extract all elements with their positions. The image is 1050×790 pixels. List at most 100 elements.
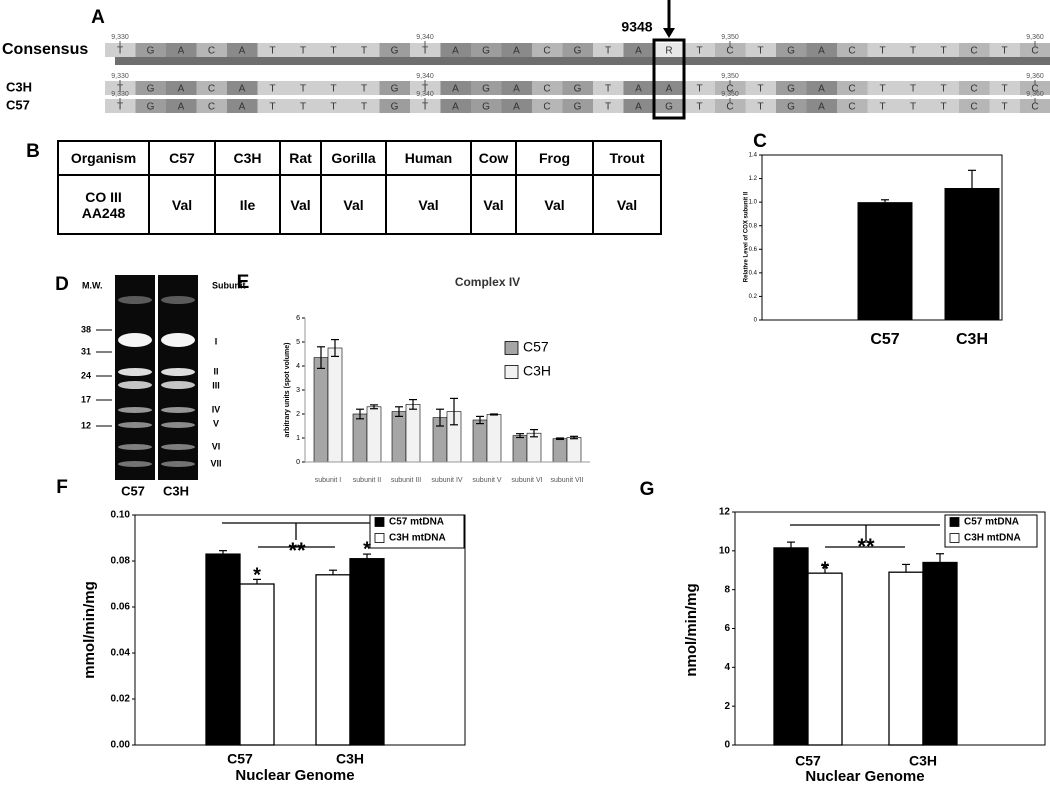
y-tick-label: 3 bbox=[296, 387, 300, 394]
y-tick-label: 1.0 bbox=[749, 200, 758, 206]
y-tick-label: 4 bbox=[296, 363, 300, 370]
y-tick-label: 6 bbox=[296, 315, 300, 322]
base-tile bbox=[684, 81, 715, 95]
base: T bbox=[879, 102, 885, 113]
gel-mw-title: M.W. bbox=[82, 280, 103, 290]
table-cell: C57 bbox=[148, 139, 216, 177]
base-tile bbox=[623, 43, 654, 57]
base: T bbox=[605, 46, 611, 57]
base-tile bbox=[837, 43, 868, 57]
annotation: * bbox=[821, 558, 829, 580]
y-tick-label: 0.04 bbox=[111, 648, 131, 659]
bar bbox=[566, 437, 582, 463]
y-tick-label: 10 bbox=[719, 545, 731, 556]
base: T bbox=[330, 102, 336, 113]
base: T bbox=[117, 46, 123, 57]
base: G bbox=[574, 84, 582, 95]
base: G bbox=[482, 102, 490, 113]
base-tile bbox=[562, 99, 593, 113]
x-tick-label: C3H bbox=[336, 751, 364, 767]
base-tile bbox=[776, 99, 807, 113]
panel-label: E bbox=[237, 272, 250, 293]
base: T bbox=[1001, 102, 1007, 113]
highlight-box bbox=[652, 38, 686, 120]
bar bbox=[327, 347, 343, 463]
base-tile bbox=[1020, 43, 1050, 57]
y-tick-label: 4 bbox=[724, 662, 730, 673]
y-tick-label: 0 bbox=[296, 459, 300, 466]
marker-label: 9348 bbox=[621, 19, 652, 35]
base: G bbox=[147, 102, 155, 113]
base: A bbox=[178, 102, 185, 113]
base-tile bbox=[379, 81, 410, 95]
table-cell: C3H bbox=[214, 139, 281, 177]
base-tile bbox=[501, 81, 532, 95]
y-tick-label: 5 bbox=[296, 339, 300, 346]
base-tile bbox=[105, 81, 136, 95]
base: C bbox=[848, 84, 855, 95]
base: T bbox=[605, 102, 611, 113]
bar bbox=[315, 574, 351, 746]
base: A bbox=[513, 102, 520, 113]
table-cell: Val bbox=[279, 174, 322, 235]
y-tick-label: 1.2 bbox=[749, 176, 758, 182]
base: T bbox=[879, 84, 885, 95]
base-tile bbox=[196, 81, 227, 95]
base-tile bbox=[227, 99, 258, 113]
base-tile bbox=[318, 81, 349, 95]
mw-label: 31 bbox=[81, 346, 91, 356]
position-label: 9,330 bbox=[111, 73, 129, 80]
base-tile bbox=[715, 43, 746, 57]
y-axis-label: arbitrary units (spot volume) bbox=[284, 343, 291, 438]
base-tile bbox=[257, 99, 288, 113]
base: C bbox=[726, 102, 733, 113]
gel-band bbox=[118, 368, 152, 376]
legend-label: C3H bbox=[523, 363, 551, 379]
base: T bbox=[696, 84, 702, 95]
table-cell: CO III AA248 bbox=[57, 174, 150, 235]
position-label: 9,340 bbox=[416, 34, 434, 41]
bar bbox=[944, 188, 1000, 320]
base-tile bbox=[471, 43, 502, 57]
base-tile bbox=[349, 81, 380, 95]
base: R bbox=[665, 46, 672, 57]
y-axis-label: Relative Level of COX subunit II bbox=[744, 191, 750, 282]
consensus-bar bbox=[115, 56, 1050, 65]
base-tile bbox=[349, 99, 380, 113]
base-tile bbox=[227, 43, 258, 57]
subunit-label: III bbox=[212, 380, 220, 390]
panel-label: C bbox=[753, 131, 767, 152]
position-label: 9,360 bbox=[1026, 34, 1044, 41]
base: C bbox=[208, 46, 215, 57]
gel-band bbox=[118, 444, 152, 450]
base-tile bbox=[623, 99, 654, 113]
bar bbox=[773, 547, 809, 746]
legend-label: C57 bbox=[523, 339, 549, 355]
base-tile bbox=[684, 43, 715, 57]
table-cell: Organism bbox=[57, 139, 150, 177]
gel-band bbox=[161, 422, 195, 428]
chart-title: Complex IV bbox=[455, 275, 520, 289]
y-tick-label: 6 bbox=[724, 623, 730, 634]
base: G bbox=[391, 84, 399, 95]
lane-label: C3H bbox=[163, 483, 189, 498]
x-tick-label: subunit V bbox=[472, 477, 502, 484]
x-tick-label: subunit III bbox=[391, 477, 421, 484]
base-tile bbox=[135, 43, 166, 57]
base-tile bbox=[501, 99, 532, 113]
base-tile bbox=[410, 81, 441, 95]
mw-label: 24 bbox=[81, 370, 91, 380]
gel-band bbox=[118, 407, 152, 413]
x-tick-label: C3H bbox=[909, 753, 937, 769]
y-tick-label: 0.08 bbox=[111, 556, 131, 567]
base: T bbox=[757, 46, 763, 57]
y-tick-label: 8 bbox=[724, 584, 730, 595]
row-label: C57 bbox=[6, 97, 30, 112]
gel-band bbox=[118, 296, 152, 304]
base: T bbox=[757, 102, 763, 113]
base-tile bbox=[105, 43, 136, 57]
gel-band bbox=[118, 422, 152, 428]
base: T bbox=[117, 84, 123, 95]
